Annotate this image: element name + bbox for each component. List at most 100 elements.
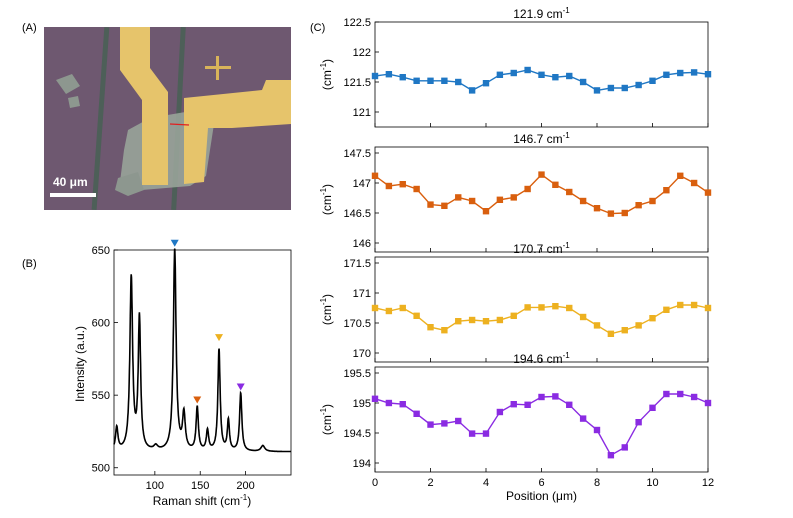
data-point [649, 315, 656, 322]
y-tick-label: 170.5 [343, 318, 371, 330]
data-point [468, 197, 476, 205]
data-point [468, 430, 476, 437]
y-tick-label: 650 [92, 245, 110, 257]
data-point [496, 316, 504, 324]
y-axis-label-superscript: -1 [319, 62, 328, 70]
data-point [635, 322, 642, 329]
y-tick-label: 195 [353, 398, 371, 410]
flake [68, 96, 80, 108]
data-point [593, 87, 601, 94]
data-point [441, 77, 448, 84]
data-point [621, 209, 628, 217]
data-point [427, 324, 434, 331]
y-axis-label-tail: ) [320, 294, 334, 298]
y-tick-label: 550 [92, 390, 110, 402]
data-point [579, 78, 587, 86]
data-point [538, 393, 545, 401]
x-axis-label: Position (μm) [506, 489, 577, 503]
data-point [677, 69, 684, 77]
x-tick-label: 0 [372, 477, 378, 489]
data-point [690, 69, 698, 76]
plot-frame [113, 249, 292, 476]
y-tick-label: 194 [353, 458, 371, 470]
flake [56, 74, 80, 94]
scale-bar-label: 40 μm [53, 175, 88, 189]
data-point [371, 72, 379, 80]
measurement-line [169, 123, 190, 126]
y-axis-label: (cm-1) [319, 59, 334, 90]
data-point [677, 390, 684, 398]
data-point [413, 185, 420, 193]
data-point [385, 182, 393, 190]
data-point [482, 318, 490, 325]
data-point [663, 71, 670, 78]
data-point [496, 408, 504, 416]
y-axis-label-main: (cm [320, 70, 334, 90]
data-point [385, 71, 393, 78]
panel-title: 121.9 cm-1 [513, 6, 570, 21]
series-line [374, 173, 709, 215]
data-point [399, 401, 406, 408]
data-point [538, 304, 545, 311]
y-tick-label: 171 [353, 288, 371, 300]
panel-title: 194.6 cm-1 [513, 351, 570, 366]
x-tick-label: 200 [236, 480, 254, 492]
data-point [566, 188, 573, 196]
data-point [399, 74, 406, 81]
data-point [441, 202, 448, 209]
y-tick-label: 195.5 [343, 368, 371, 380]
data-point [413, 77, 420, 84]
data-point [649, 197, 656, 205]
data-point [579, 415, 587, 422]
y-axis-label-superscript: -1 [319, 297, 328, 305]
data-point [621, 327, 628, 334]
y-axis-label-superscript: -1 [319, 187, 328, 195]
data-point [649, 77, 656, 84]
data-point [690, 393, 698, 401]
data-point [510, 194, 517, 201]
electrode [120, 27, 168, 185]
y-tick-label: 147 [353, 178, 371, 190]
channel-stripe [91, 27, 110, 210]
data-point [579, 313, 587, 321]
data-point [441, 420, 448, 427]
series-line [374, 393, 709, 457]
spectrum-line [113, 248, 291, 453]
panel-title-superscript: -1 [563, 131, 571, 140]
panel-title-main: 170.7 cm [513, 242, 562, 256]
panel-title-main: 146.7 cm [513, 132, 562, 146]
peak-marker [215, 334, 224, 342]
y-axis-label-tail: ) [320, 59, 334, 63]
panel-title-superscript: -1 [563, 241, 571, 250]
y-axis-label: (cm-1) [319, 184, 334, 215]
data-point [593, 205, 601, 212]
data-point [413, 410, 420, 417]
data-point [690, 301, 698, 309]
peak-marker [193, 396, 202, 404]
panel-title-superscript: -1 [563, 351, 571, 360]
data-point [566, 304, 573, 312]
data-point [427, 201, 434, 208]
panel-title-main: 121.9 cm [513, 7, 562, 21]
data-point [524, 66, 531, 74]
y-axis-label-main: (cm [320, 195, 334, 215]
y-tick-label: 170 [353, 348, 371, 360]
panel-title-main: 194.6 cm [513, 352, 562, 366]
optical-micrograph: 40 μm [44, 27, 291, 210]
data-point [704, 71, 712, 78]
data-point [455, 417, 462, 425]
data-point [704, 304, 712, 312]
data-point [441, 327, 448, 334]
data-point [399, 181, 406, 188]
y-axis-label-superscript: -1 [319, 407, 328, 415]
data-point [496, 196, 504, 203]
data-point [677, 172, 684, 179]
y-tick-label: 171.5 [343, 258, 371, 270]
panel-label-a: (A) [22, 22, 37, 34]
y-tick-label: 500 [92, 463, 110, 475]
x-tick-label: 6 [538, 477, 544, 489]
